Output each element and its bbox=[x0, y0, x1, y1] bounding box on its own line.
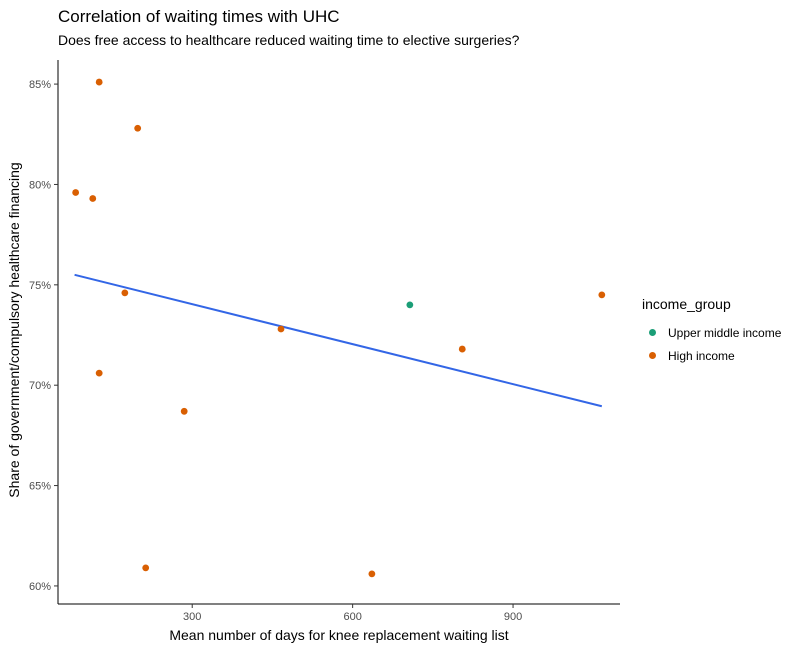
data-point bbox=[277, 325, 285, 333]
y-tick-label: 65% bbox=[29, 481, 51, 493]
x-axis: 300 600 900 bbox=[58, 603, 620, 623]
trendline bbox=[74, 273, 603, 408]
data-point bbox=[89, 195, 97, 202]
y-axis: 60% 65% 70% 75% 80% 85% bbox=[29, 60, 59, 604]
y-axis-title: Share of government/compulsory healthcar… bbox=[6, 162, 22, 497]
legend-dot-upper-middle bbox=[648, 329, 656, 336]
legend-title: income_group bbox=[642, 296, 731, 312]
x-tick-label: 300 bbox=[183, 611, 201, 623]
y-tick-label: 60% bbox=[29, 581, 51, 593]
trendline-segment bbox=[74, 273, 603, 408]
data-point bbox=[598, 291, 606, 299]
legend-item-upper-middle: Upper middle income bbox=[642, 321, 781, 344]
data-point bbox=[72, 189, 80, 196]
y-tick-label: 70% bbox=[29, 380, 51, 392]
legend-label: Upper middle income bbox=[668, 325, 782, 340]
x-tick-label: 900 bbox=[504, 611, 522, 623]
legend-item-high: High income bbox=[642, 344, 781, 367]
data-point bbox=[180, 407, 188, 415]
data-point bbox=[134, 124, 142, 132]
data-point bbox=[121, 289, 129, 297]
legend-dot-high bbox=[648, 352, 656, 359]
chart-subtitle: Does free access to healthcare reduced w… bbox=[58, 32, 520, 48]
data-point bbox=[95, 78, 103, 86]
data-point bbox=[406, 301, 414, 309]
y-tick-label: 85% bbox=[29, 79, 51, 91]
y-tick-label: 80% bbox=[29, 179, 51, 191]
legend: income_group Upper middle income High in… bbox=[642, 296, 781, 367]
x-axis-title: Mean number of days for knee replacement… bbox=[169, 627, 508, 643]
x-tick-label: 600 bbox=[343, 611, 361, 623]
data-point bbox=[142, 564, 150, 572]
data-point bbox=[458, 345, 466, 353]
chart-title: Correlation of waiting times with UHC bbox=[58, 7, 340, 26]
legend-label: High income bbox=[668, 348, 735, 363]
data-points bbox=[72, 78, 606, 578]
y-tick-label: 75% bbox=[29, 280, 51, 292]
data-point bbox=[368, 570, 376, 578]
data-point bbox=[95, 369, 103, 377]
